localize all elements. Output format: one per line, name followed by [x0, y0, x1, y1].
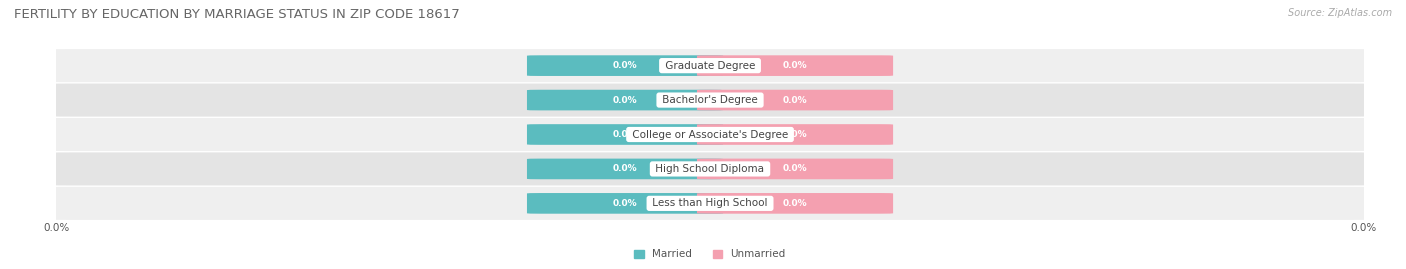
FancyBboxPatch shape [44, 118, 1376, 151]
FancyBboxPatch shape [527, 124, 723, 145]
FancyBboxPatch shape [44, 84, 1376, 116]
Text: 0.0%: 0.0% [783, 130, 807, 139]
Legend: Married, Unmarried: Married, Unmarried [630, 245, 790, 264]
FancyBboxPatch shape [44, 187, 1376, 220]
Text: 0.0%: 0.0% [613, 199, 637, 208]
FancyBboxPatch shape [697, 90, 893, 110]
Text: Source: ZipAtlas.com: Source: ZipAtlas.com [1288, 8, 1392, 18]
Text: 0.0%: 0.0% [613, 95, 637, 105]
Text: High School Diploma: High School Diploma [652, 164, 768, 174]
Text: 0.0%: 0.0% [783, 164, 807, 174]
Text: Bachelor's Degree: Bachelor's Degree [659, 95, 761, 105]
FancyBboxPatch shape [697, 124, 893, 145]
Text: 0.0%: 0.0% [783, 61, 807, 70]
Text: 0.0%: 0.0% [613, 130, 637, 139]
Text: FERTILITY BY EDUCATION BY MARRIAGE STATUS IN ZIP CODE 18617: FERTILITY BY EDUCATION BY MARRIAGE STATU… [14, 8, 460, 21]
Text: 0.0%: 0.0% [783, 95, 807, 105]
Text: College or Associate's Degree: College or Associate's Degree [628, 129, 792, 140]
FancyBboxPatch shape [527, 159, 723, 179]
FancyBboxPatch shape [697, 55, 893, 76]
FancyBboxPatch shape [44, 153, 1376, 185]
FancyBboxPatch shape [44, 49, 1376, 82]
FancyBboxPatch shape [527, 55, 723, 76]
FancyBboxPatch shape [697, 159, 893, 179]
FancyBboxPatch shape [527, 193, 723, 214]
Text: Graduate Degree: Graduate Degree [662, 61, 758, 71]
FancyBboxPatch shape [527, 90, 723, 110]
FancyBboxPatch shape [697, 193, 893, 214]
Text: 0.0%: 0.0% [613, 164, 637, 174]
Text: Less than High School: Less than High School [650, 198, 770, 208]
Text: 0.0%: 0.0% [613, 61, 637, 70]
Text: 0.0%: 0.0% [783, 199, 807, 208]
